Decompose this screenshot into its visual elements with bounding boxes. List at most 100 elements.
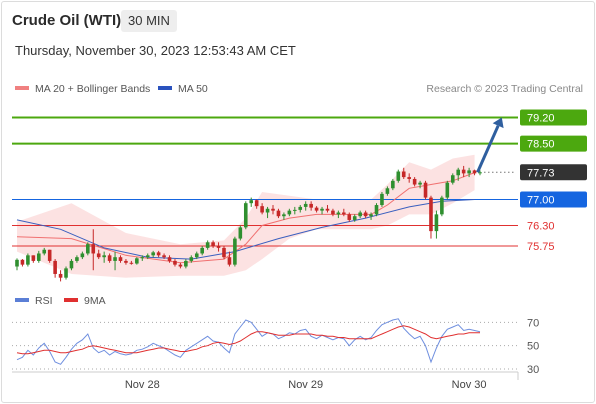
candle-body [26, 255, 30, 265]
candle-body [440, 197, 444, 215]
candle-body [429, 197, 433, 232]
instrument-title: Crude Oil (WTI) [12, 12, 122, 29]
candle-body [211, 242, 215, 247]
candle-body [293, 209, 297, 211]
candle-body [107, 255, 112, 261]
candle-body [380, 193, 384, 206]
candle-body [58, 273, 63, 278]
level-label-5: 75.75 [527, 241, 555, 253]
legend-swatch-ma20 [15, 86, 29, 90]
candle-body [80, 253, 85, 258]
price-legend: MA 20 + Bollinger Bands MA 50 Research ©… [15, 83, 583, 95]
level-label-0: 79.20 [527, 112, 555, 124]
candle-body [369, 214, 373, 217]
time-axis: Nov 28 Nov 29 Nov 30 [12, 371, 519, 391]
rsi-legend: RSI 9MA [15, 295, 106, 307]
candle-body [20, 259, 25, 265]
candle-body [15, 259, 19, 267]
candle-body [287, 210, 292, 215]
rsi-ma9-line [16, 325, 480, 355]
candle-body [75, 257, 79, 261]
ma50-line [16, 199, 475, 260]
candle-body [64, 268, 68, 278]
candle-body [238, 227, 243, 239]
legend-swatch-ma50 [158, 86, 172, 90]
bollinger-bands [17, 154, 475, 278]
candle-body [363, 212, 368, 217]
rsi-line [16, 318, 481, 365]
bollinger-band-area [17, 154, 475, 278]
level-labels: 79.20 78.50 77.73 77.00 76.30 75.75 [520, 109, 587, 253]
candle-body [233, 238, 237, 265]
candle-body [178, 264, 183, 267]
candle-body [36, 253, 41, 261]
level-lines [12, 116, 518, 247]
candle-body [374, 205, 379, 215]
candle-body [352, 216, 357, 220]
candle-body [298, 206, 303, 210]
rsi-panel: 70 50 30 [12, 317, 539, 376]
candle-body [156, 252, 161, 256]
candle-body [173, 260, 177, 265]
arrow-head [492, 117, 504, 129]
candle-body [347, 214, 352, 220]
level-label-bg-2 [520, 164, 587, 181]
candle-body [42, 249, 47, 254]
candle-body [456, 169, 461, 176]
level-label-3: 77.00 [527, 194, 555, 206]
candle-body [129, 262, 134, 264]
candle-body [342, 212, 346, 215]
candle-body [423, 182, 428, 198]
candle-body [31, 255, 36, 261]
candle-body [91, 244, 96, 254]
candle-body [396, 171, 401, 181]
rsi-tick-0: 70 [527, 317, 539, 329]
legend-rsi-label: RSI [35, 295, 53, 307]
candle-body [472, 170, 477, 174]
candle-body [102, 255, 106, 258]
candle-body [385, 188, 390, 194]
candle-body [336, 212, 341, 215]
candle-body [412, 178, 417, 185]
level-label-bg-0 [520, 109, 587, 126]
candle-body [96, 253, 101, 258]
candle-body [260, 206, 264, 213]
candle-body [331, 210, 335, 215]
candle-body [320, 208, 324, 211]
candle-body [265, 208, 270, 213]
level-label-bg-1 [520, 135, 587, 152]
level-label-2: 77.73 [527, 167, 555, 179]
rsi-tick-2: 30 [527, 364, 539, 376]
legend-swatch-9ma [64, 298, 78, 302]
candle-body [135, 258, 139, 264]
level-label-bg-3 [520, 191, 587, 208]
candles [15, 165, 482, 282]
candle-body [216, 246, 221, 248]
legend-swatch-rsi [15, 298, 29, 302]
candle-body [434, 214, 439, 232]
candle-body [249, 200, 254, 204]
candle-body [69, 260, 74, 269]
candle-body [167, 257, 172, 261]
candle-body [303, 203, 308, 207]
x-tick-label-1: Nov 29 [288, 379, 323, 391]
arrow-shaft [476, 125, 500, 173]
datetime-label: Thursday, November 30, 2023 12:53:43 AM … [15, 43, 296, 58]
target-arrow [476, 117, 504, 173]
candle-body [140, 257, 145, 259]
candle-body [276, 210, 281, 217]
candle-body [151, 252, 155, 256]
candle-body [184, 260, 188, 267]
candle-body [227, 257, 232, 265]
candle-body [47, 249, 52, 261]
candle-body [450, 175, 455, 183]
timeframe-badge[interactable]: 30 MIN [121, 10, 177, 32]
candle-body [86, 244, 90, 254]
candle-body [200, 247, 204, 254]
candle-body [314, 207, 319, 211]
candle-body [222, 247, 226, 258]
x-tick-label-2: Nov 30 [452, 379, 487, 391]
candle-body [113, 257, 117, 261]
